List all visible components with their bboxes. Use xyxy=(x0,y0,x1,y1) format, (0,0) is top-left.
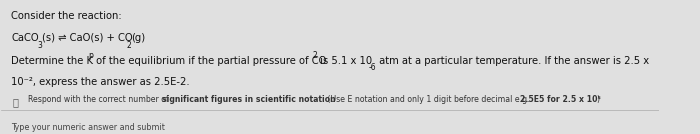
Text: ): ) xyxy=(596,95,599,104)
Text: 10⁻², express the answer as 2.5E-2.: 10⁻², express the answer as 2.5E-2. xyxy=(11,77,190,87)
Text: ⓘ: ⓘ xyxy=(13,97,19,107)
Text: is 5.1 x 10: is 5.1 x 10 xyxy=(316,56,372,66)
Text: Type your numeric answer and submit: Type your numeric answer and submit xyxy=(11,123,165,132)
Text: atm at a particular temperature. If the answer is 2.5 x: atm at a particular temperature. If the … xyxy=(376,56,649,66)
Text: (s) ⇌ CaO(s) + CO: (s) ⇌ CaO(s) + CO xyxy=(42,33,132,43)
Text: 2: 2 xyxy=(127,41,132,50)
Text: p: p xyxy=(88,51,93,60)
Text: Consider the reaction:: Consider the reaction: xyxy=(11,12,122,21)
Text: 2.5E5 for 2.5 x 10⁵: 2.5E5 for 2.5 x 10⁵ xyxy=(520,95,601,104)
Text: (Use E notation and only 1 digit before decimal e.g.: (Use E notation and only 1 digit before … xyxy=(326,95,533,104)
Text: 2: 2 xyxy=(312,51,317,60)
Text: 3: 3 xyxy=(37,41,42,50)
Text: significant figures in scientific notation: significant figures in scientific notati… xyxy=(162,95,336,104)
Text: (g): (g) xyxy=(132,33,146,43)
Text: Respond with the correct number of: Respond with the correct number of xyxy=(28,95,171,104)
Text: of the equilibrium if the partial pressure of CO: of the equilibrium if the partial pressu… xyxy=(93,56,326,66)
Text: -6: -6 xyxy=(369,63,376,72)
Text: Determine the K: Determine the K xyxy=(11,56,93,66)
Text: CaCO: CaCO xyxy=(11,33,39,43)
